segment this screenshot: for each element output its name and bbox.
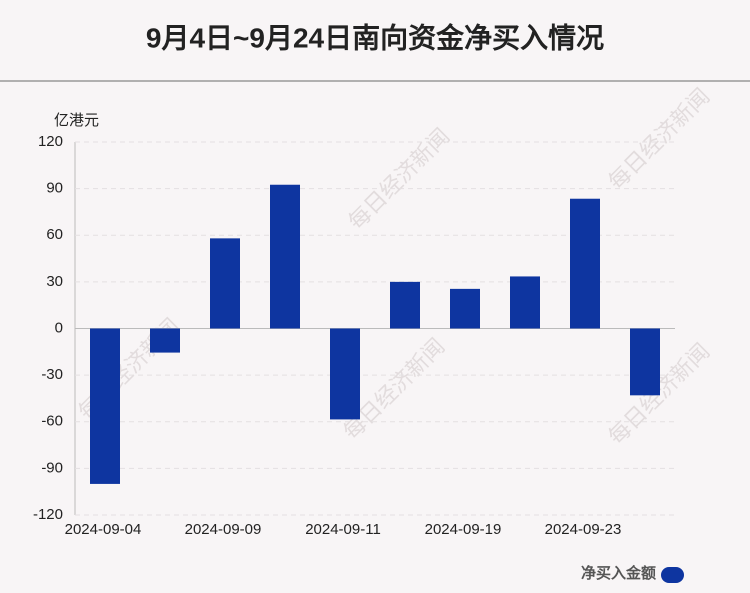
- y-tick-label: 30: [46, 273, 63, 290]
- bar: [270, 184, 300, 329]
- bar: [570, 198, 600, 329]
- y-tick-label: 0: [55, 319, 63, 336]
- legend-swatch: [661, 567, 684, 583]
- y-unit: 亿港元: [54, 112, 99, 129]
- y-tick-label: -60: [41, 413, 63, 430]
- bar: [210, 238, 240, 329]
- legend-label: 净买入金额: [581, 564, 656, 582]
- bar: [150, 328, 180, 353]
- y-tick-label: -120: [33, 506, 63, 523]
- x-tick-label: 2024-09-23: [545, 521, 622, 538]
- bar: [510, 276, 540, 329]
- y-tick-label: 60: [46, 226, 63, 243]
- bar: [90, 328, 120, 484]
- y-tick-label: -90: [41, 459, 63, 476]
- bar: [450, 288, 480, 329]
- bar: [330, 328, 360, 420]
- x-tick-label: 2024-09-11: [305, 521, 381, 538]
- y-tick-label: 90: [46, 180, 63, 197]
- bar: [630, 328, 660, 396]
- y-tick-label: -30: [41, 366, 63, 383]
- x-tick-label: 2024-09-19: [425, 521, 502, 538]
- x-tick-label: 2024-09-09: [185, 521, 262, 538]
- y-tick-label: 120: [38, 133, 63, 150]
- bar: [390, 281, 420, 329]
- x-tick-label: 2024-09-04: [65, 521, 142, 538]
- chart-title: 9月4日~9月24日南向资金净买入情况: [146, 21, 604, 53]
